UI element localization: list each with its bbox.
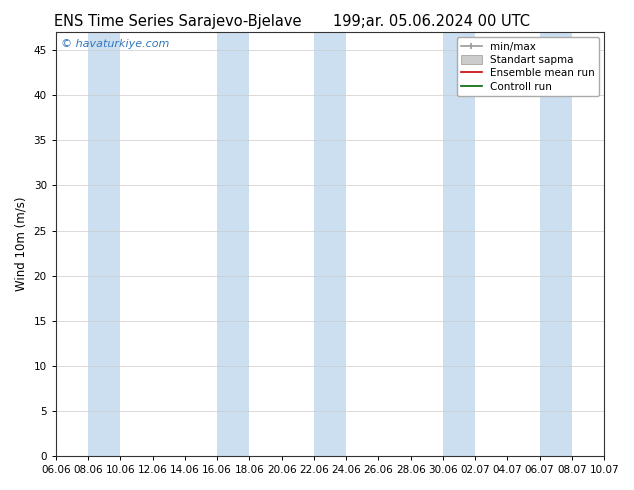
Text: ENS Time Series Sarajevo-Bjelave: ENS Time Series Sarajevo-Bjelave bbox=[54, 14, 301, 29]
Legend: min/max, Standart sapma, Ensemble mean run, Controll run: min/max, Standart sapma, Ensemble mean r… bbox=[456, 37, 599, 96]
Y-axis label: Wind 10m (m/s): Wind 10m (m/s) bbox=[15, 197, 28, 292]
Text: © havaturkiye.com: © havaturkiye.com bbox=[61, 39, 170, 49]
Bar bbox=[88, 32, 120, 456]
Bar bbox=[540, 32, 572, 456]
Bar bbox=[443, 32, 475, 456]
Text: 199;ar. 05.06.2024 00 UTC: 199;ar. 05.06.2024 00 UTC bbox=[333, 14, 529, 29]
Bar bbox=[314, 32, 346, 456]
Bar bbox=[217, 32, 249, 456]
